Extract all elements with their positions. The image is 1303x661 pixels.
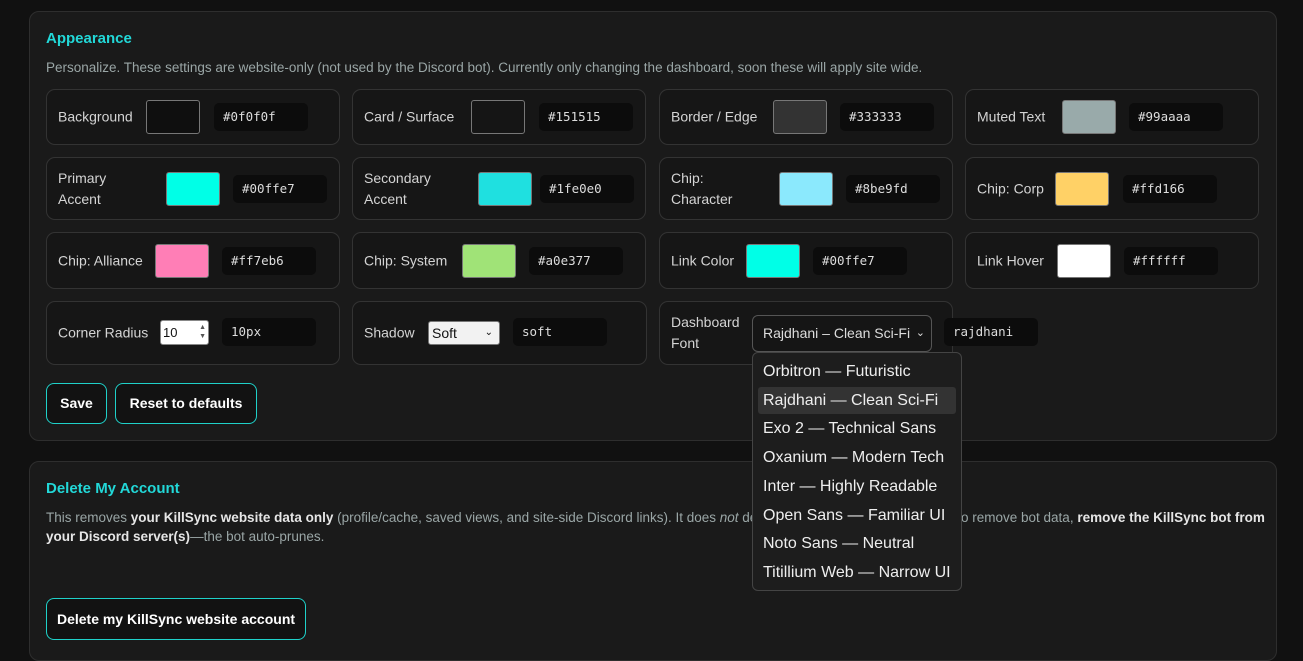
text: This removes (46, 510, 131, 525)
font-select[interactable]: Rajdhani – Clean Sci-Fi ⌄ (752, 315, 932, 352)
description: Personalize. These settings are website-… (46, 60, 923, 75)
color-swatch[interactable] (1057, 243, 1111, 278)
field-label: Shadow (364, 324, 415, 341)
color-swatch[interactable] (166, 171, 220, 206)
text: o remove bot data, (961, 510, 1078, 525)
color-swatch[interactable] (1055, 171, 1109, 206)
field-label: Card / Surface (364, 108, 455, 125)
text-input[interactable]: #00ffe7 (813, 246, 907, 275)
section-title: Appearance (46, 30, 132, 47)
color-swatch[interactable] (155, 243, 209, 278)
color-swatch[interactable] (1062, 100, 1116, 134)
field-label: Dashboard Font (671, 314, 740, 351)
delete-text: o remove bot data, remove the KillSync b… (961, 510, 1265, 525)
field-label: Muted Text (977, 108, 1046, 125)
text-input[interactable]: #8be9fd (846, 174, 940, 203)
select-value: Rajdhani – Clean Sci-Fi (763, 325, 911, 341)
color-swatch[interactable] (146, 100, 200, 134)
text-bold: your Discord server(s) (46, 529, 191, 544)
delete-text: This removes your KillSync website data … (46, 510, 779, 525)
text-input[interactable]: soft (513, 318, 607, 346)
text-bold: remove the KillSync bot from (1077, 510, 1265, 525)
field-label: Chip: System (364, 252, 448, 268)
dropdown-option[interactable]: Orbitron — Futuristic (763, 363, 911, 380)
select[interactable]: Soft ⌄ (428, 321, 500, 345)
field-label: Secondary Accent (364, 169, 431, 207)
color-swatch[interactable] (779, 171, 833, 206)
reset-button[interactable]: Reset to defaults (115, 383, 257, 424)
dropdown-option[interactable]: Titillium Web — Narrow UI (763, 563, 951, 581)
dropdown-option[interactable]: Exo 2 — Technical Sans (763, 420, 937, 438)
text-input[interactable]: #151515 (539, 103, 633, 131)
number-value: 10 (163, 325, 178, 340)
field-label: Border / Edge (671, 108, 758, 125)
text-input[interactable]: #333333 (840, 103, 934, 131)
text-input[interactable]: #99aaaa (1129, 103, 1223, 131)
text: —the bot auto-prunes. (190, 529, 325, 544)
select-value: Soft (432, 325, 457, 341)
delete-button[interactable]: Delete my KillSync website account (46, 598, 306, 640)
dropdown-option[interactable]: Rajdhani — Clean Sci-Fi (758, 386, 956, 414)
color-swatch[interactable] (471, 100, 525, 134)
save-button[interactable]: Save (46, 383, 107, 424)
field-label: Chip: Character (671, 169, 733, 207)
number-input[interactable]: 10 ▲ ▼ (160, 320, 209, 345)
text-bold: your KillSync website data only (130, 510, 334, 525)
text-input[interactable]: #ffffff (1124, 246, 1218, 275)
text-input[interactable]: #a0e377 (529, 246, 623, 275)
text-italic: not (719, 510, 739, 525)
color-swatch[interactable] (478, 171, 532, 206)
dropdown-option[interactable]: Open Sans — Familiar UI (763, 506, 946, 524)
font-dropdown: Orbitron — Futuristic Rajdhani — Clean Sc… (752, 352, 962, 591)
text: (profile/cache, saved views, and site-si… (333, 510, 720, 525)
dropdown-option[interactable]: Inter — Highly Readable (763, 477, 938, 495)
field-label: Background (58, 108, 133, 125)
field-label: Chip: Corp (977, 180, 1044, 196)
text-input[interactable]: rajdhani (944, 318, 1038, 346)
section-title: Delete My Account (46, 480, 180, 497)
page: Appearance Personalize. These settings a… (29, 11, 1277, 661)
color-swatch[interactable] (462, 243, 516, 278)
field-label: Chip: Alliance (58, 252, 143, 268)
text-input[interactable]: #00ffe7 (233, 174, 327, 203)
field-label: Corner Radius (58, 324, 149, 341)
field-label: Link Hover (977, 252, 1044, 268)
field-label: Link Color (671, 252, 735, 268)
text-input[interactable]: #ff7eb6 (222, 246, 316, 275)
delete-text: your Discord server(s)—the bot auto-prun… (46, 529, 324, 544)
field-label: Primary Accent (58, 169, 107, 207)
appearance-card (29, 11, 1277, 441)
text-input[interactable]: #1fe0e0 (540, 174, 634, 203)
color-swatch[interactable] (746, 243, 800, 278)
text-input[interactable]: #ffd166 (1123, 174, 1217, 203)
dropdown-option[interactable]: Noto Sans — Neutral (763, 535, 915, 553)
color-swatch[interactable] (773, 100, 827, 134)
text-input[interactable]: #0f0f0f (214, 103, 308, 131)
text-input[interactable]: 10px (222, 318, 316, 346)
dropdown-option[interactable]: Oxanium — Modern Tech (763, 449, 945, 467)
